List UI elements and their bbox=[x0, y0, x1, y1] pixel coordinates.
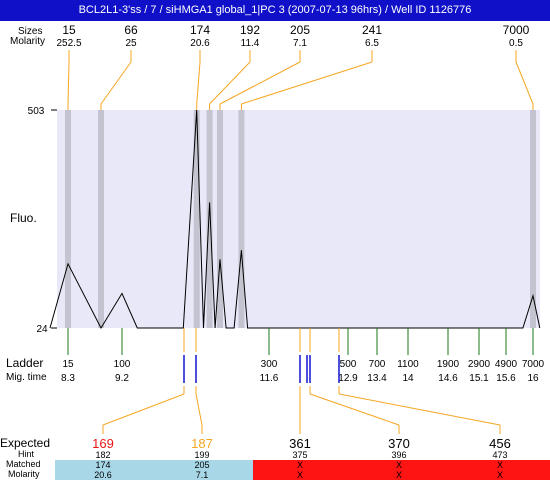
matched-ok-band bbox=[55, 460, 253, 480]
peak-band bbox=[217, 110, 223, 328]
matched-molarity-value: X bbox=[297, 470, 303, 480]
matched-row-label: Matched bbox=[6, 459, 41, 469]
peak-size-label: 15 bbox=[62, 23, 76, 37]
expected-size-label: 456 bbox=[489, 436, 511, 451]
peak-size-label: 205 bbox=[290, 23, 310, 37]
molarity-row-label: Molarity bbox=[10, 36, 45, 47]
ladder-time-label: 16 bbox=[527, 373, 539, 384]
peak-size-label: 241 bbox=[362, 23, 382, 37]
y-axis-label: Fluo. bbox=[10, 211, 37, 225]
peak-band bbox=[65, 110, 71, 328]
expected-hint-label: 199 bbox=[194, 450, 209, 460]
peak-molarity-label: 20.6 bbox=[190, 38, 210, 49]
ladder-time-label: 12.9 bbox=[338, 373, 358, 384]
peak-connector bbox=[241, 61, 373, 105]
peak-molarity-label: 6.5 bbox=[365, 38, 379, 49]
peak-molarity-label: 11.4 bbox=[241, 38, 260, 49]
sizes-row-label: Sizes bbox=[18, 26, 42, 37]
peak-molarity-label: 7.1 bbox=[293, 38, 307, 49]
peak-connector bbox=[209, 61, 251, 105]
expected-size-label: 361 bbox=[289, 436, 311, 451]
ladder-size-label: 4900 bbox=[495, 359, 518, 370]
expected-connector bbox=[309, 393, 400, 426]
peak-size-label: 7000 bbox=[503, 23, 530, 37]
bottom-molarity-row-label: Molarity bbox=[8, 469, 40, 479]
ladder-size-label: 500 bbox=[340, 359, 357, 370]
plot-area bbox=[57, 110, 540, 328]
y-tick-label: 503 bbox=[28, 106, 45, 117]
ladder-size-label: 100 bbox=[114, 359, 131, 370]
expected-row-label: Expected bbox=[0, 436, 50, 450]
ladder-time-label: 8.3 bbox=[61, 373, 75, 384]
peak-band bbox=[193, 110, 200, 328]
peak-connector bbox=[515, 61, 534, 105]
matched-value: X bbox=[297, 460, 303, 470]
ladder-size-label: 1900 bbox=[437, 359, 460, 370]
ladder-time-label: 14.6 bbox=[438, 373, 458, 384]
expected-size-label: 169 bbox=[92, 436, 114, 451]
ladder-size-label: 7000 bbox=[522, 359, 545, 370]
peak-size-label: 192 bbox=[240, 23, 260, 37]
peak-size-label: 66 bbox=[124, 23, 138, 37]
mig-time-row-label: Mig. time bbox=[6, 372, 47, 383]
ladder-time-label: 15.1 bbox=[469, 373, 489, 384]
peak-molarity-label: 25 bbox=[125, 38, 137, 49]
ladder-size-label: 1100 bbox=[397, 359, 419, 370]
expected-connector bbox=[195, 393, 203, 426]
fluorescence-trace bbox=[49, 109, 541, 330]
peak-connector bbox=[196, 61, 201, 105]
peak-band bbox=[98, 110, 104, 328]
expected-hint-label: 375 bbox=[292, 450, 307, 460]
ladder-size-label: 700 bbox=[369, 359, 386, 370]
ladder-row-label: Ladder bbox=[6, 356, 43, 370]
expected-connector bbox=[102, 393, 185, 426]
matched-fail-band bbox=[253, 460, 550, 480]
ladder-size-label: 300 bbox=[261, 359, 278, 370]
peak-connector bbox=[67, 61, 70, 105]
peak-band bbox=[530, 110, 536, 328]
matched-molarity-value: X bbox=[497, 470, 503, 480]
ladder-time-label: 13.4 bbox=[367, 373, 387, 384]
peak-molarity-label: 0.5 bbox=[509, 38, 523, 49]
ladder-time-label: 14 bbox=[402, 373, 414, 384]
ladder-time-label: 15.6 bbox=[496, 373, 516, 384]
peak-molarity-label: 252.5 bbox=[56, 38, 81, 49]
expected-size-label: 370 bbox=[388, 436, 410, 451]
ladder-size-label: 2900 bbox=[468, 359, 491, 370]
peak-connector bbox=[100, 61, 132, 105]
ladder-time-label: 9.2 bbox=[115, 373, 129, 384]
ladder-size-label: 15 bbox=[62, 359, 74, 370]
hint-row-label: Hint bbox=[18, 449, 35, 459]
matched-molarity-value: X bbox=[396, 470, 402, 480]
matched-value: X bbox=[497, 460, 503, 470]
peak-band bbox=[206, 110, 213, 328]
expected-hint-label: 182 bbox=[95, 450, 110, 460]
expected-hint-label: 473 bbox=[492, 450, 507, 460]
expected-size-label: 187 bbox=[191, 436, 213, 451]
y-tick-label: 24 bbox=[36, 324, 48, 335]
matched-molarity-value: 7.1 bbox=[196, 470, 209, 480]
peak-size-label: 174 bbox=[190, 23, 210, 37]
matched-value: 205 bbox=[194, 460, 209, 470]
matched-value: 174 bbox=[95, 460, 110, 470]
matched-value: X bbox=[396, 460, 402, 470]
ladder-time-label: 11.6 bbox=[260, 373, 279, 384]
peak-band bbox=[238, 110, 245, 328]
peak-connector bbox=[219, 61, 301, 105]
expected-connector bbox=[338, 393, 501, 426]
chart-title: BCL2L1-3'ss / 7 / siHMGA1 global_1|PC 3 … bbox=[0, 0, 550, 21]
matched-molarity-value: 20.6 bbox=[94, 470, 112, 480]
expected-hint-label: 396 bbox=[391, 450, 406, 460]
